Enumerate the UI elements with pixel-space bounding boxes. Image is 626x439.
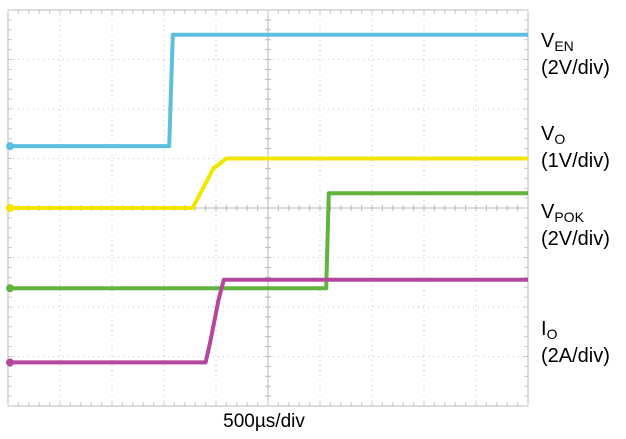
series-1-label-main: V	[541, 123, 555, 145]
vin-label-venn: VEN (2V/div)	[541, 30, 610, 79]
series-2-scale: (2V/div)	[541, 228, 610, 250]
series-0-label-main: V	[541, 30, 555, 52]
channel-marker-4	[6, 284, 14, 293]
series-1-label-sub: O	[554, 131, 566, 147]
trace-ven	[8, 32, 528, 149]
series-3-label-main: I	[541, 318, 547, 340]
x-axis-label: 500µs/div	[223, 411, 305, 432]
vo-label: VO (1V/div)	[541, 123, 610, 172]
series-3-scale: (2A/div)	[541, 345, 610, 367]
oscilloscope-plot	[6, 9, 529, 407]
vpok-label: VPOK (2V/div)	[541, 201, 610, 250]
series-0-scale: (2V/div)	[541, 57, 610, 79]
series-0-label-sub: EN	[554, 38, 574, 54]
series-1-scale: (1V/div)	[541, 150, 610, 172]
channel-marker-2	[6, 142, 14, 151]
channel-marker-1	[6, 204, 14, 212]
series-3-label-sub: O	[546, 326, 558, 342]
trace-io	[8, 277, 528, 365]
channel-marker-3	[6, 358, 14, 367]
trace-vo	[8, 156, 528, 210]
trace-vpok	[8, 191, 528, 291]
channel-markers	[6, 142, 14, 367]
series-2-label-main: V	[541, 201, 555, 223]
traces	[8, 32, 528, 365]
io-label: IO (2A/div)	[541, 318, 610, 367]
series-2-label-sub: POK	[554, 209, 584, 225]
